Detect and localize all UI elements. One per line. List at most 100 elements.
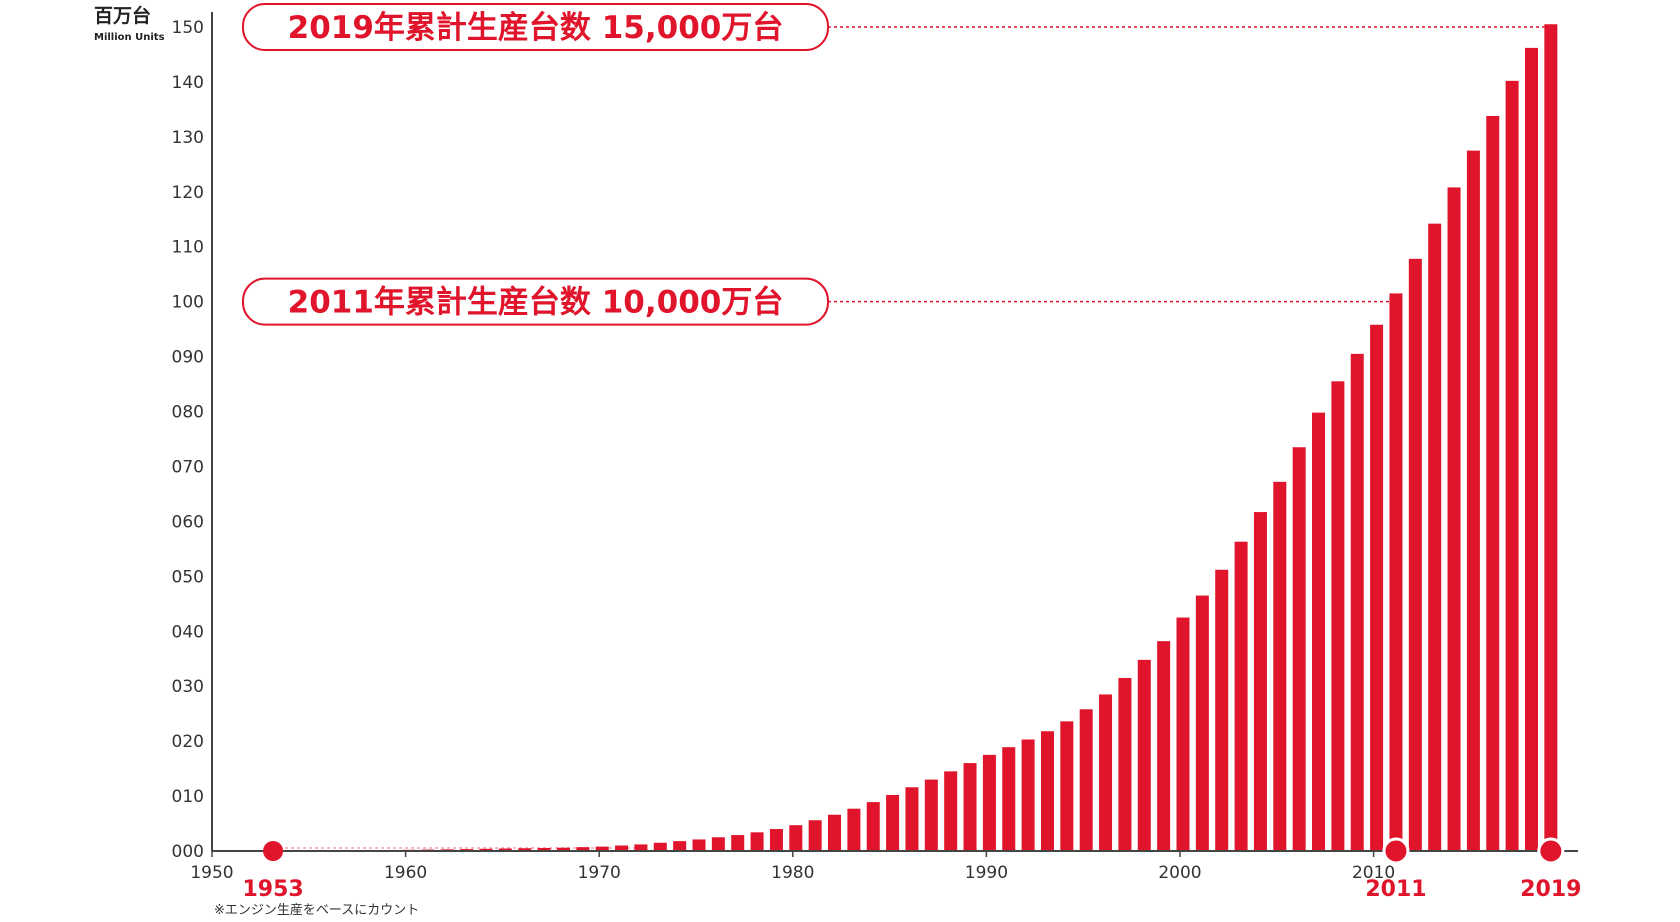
bar-1970	[595, 846, 609, 851]
bar-1967	[537, 847, 551, 851]
bar-1994	[1060, 721, 1074, 851]
y-tick-label: 090	[172, 348, 204, 368]
bar-1988	[944, 771, 958, 851]
y-tick-label: 150	[172, 18, 204, 38]
bar-1984	[866, 802, 880, 851]
bar-1989	[963, 763, 977, 851]
bar-2008	[1331, 381, 1345, 851]
y-tick-label: 100	[172, 293, 204, 313]
y-tick-label: 120	[172, 183, 204, 203]
bar-1966	[518, 848, 532, 851]
marker-dot-2019	[1537, 837, 1565, 865]
bar-1999	[1157, 641, 1171, 851]
bar-1977	[731, 835, 745, 851]
bar-1992	[1021, 739, 1035, 851]
bar-1997	[1118, 677, 1132, 851]
x-axis-ticks: 1950 1960 1970 1980 1990 2000 2010	[190, 851, 1395, 883]
y-tick-label: 060	[172, 512, 204, 532]
y-tick-label: 130	[172, 128, 204, 148]
x-tick-label: 1990	[965, 863, 1008, 883]
y-tick-label: 040	[172, 622, 204, 642]
callout-box-2011	[242, 277, 829, 326]
y-tick-label: 010	[172, 787, 204, 807]
bar-2001	[1195, 595, 1209, 851]
marker-dot-2011	[1382, 837, 1410, 865]
y-unit-label: 百万台	[94, 4, 151, 27]
bar-2000	[1176, 617, 1190, 851]
bar-2014	[1447, 187, 1461, 851]
bar-1991	[1002, 747, 1016, 851]
bar-2012	[1408, 258, 1422, 851]
bar-2010	[1370, 324, 1384, 852]
bar-2011	[1389, 293, 1403, 852]
y-tick-label: 030	[172, 677, 204, 697]
footnote: ※エンジン生産をベースにカウント	[214, 902, 419, 918]
bar-1973	[653, 842, 667, 851]
bar-1979	[769, 829, 783, 851]
bar-2004	[1253, 512, 1267, 851]
annotation-guides	[273, 26, 1545, 849]
bar-2016	[1486, 115, 1500, 851]
bar-1976	[711, 837, 725, 851]
bar-1983	[847, 808, 861, 851]
marker-label-2011: 2011	[1365, 877, 1426, 902]
bar-1985	[886, 794, 900, 851]
y-tick-label: 140	[172, 73, 204, 93]
x-tick-label: 1970	[578, 863, 621, 883]
callout-text-2019: 2019年累計生産台数 15,000万台	[288, 10, 784, 46]
bar-2003	[1234, 541, 1248, 851]
bar-1987	[924, 779, 938, 851]
marker-label-1953: 1953	[242, 877, 303, 902]
bar-1965	[498, 848, 512, 851]
x-tick-label: 1980	[771, 863, 814, 883]
x-tick-label: 1950	[190, 863, 233, 883]
y-unit-sublabel: Million Units	[94, 32, 165, 43]
bar-1969	[576, 847, 590, 851]
bar-2005	[1273, 481, 1287, 851]
bar-1996	[1099, 694, 1113, 851]
bar-1971	[615, 845, 629, 851]
callout-box-2019	[242, 3, 829, 51]
bar-2006	[1292, 447, 1306, 851]
bar-1981	[808, 820, 822, 851]
y-tick-label: 070	[172, 457, 204, 477]
bar-1998	[1137, 659, 1151, 851]
bar-2013	[1428, 223, 1442, 852]
bar-2015	[1466, 150, 1480, 852]
callouts: 2019年累計生産台数 15,000万台 2011年累計生産台数 10,000万台	[242, 3, 829, 326]
bar-1990	[982, 754, 996, 851]
bar-2009	[1350, 353, 1364, 851]
y-tick-label: 050	[172, 567, 204, 587]
bar-2018	[1524, 47, 1538, 851]
y-tick-label: 020	[172, 732, 204, 752]
bar-1978	[750, 832, 764, 851]
bar-1968	[556, 847, 570, 851]
y-tick-label: 110	[172, 238, 204, 258]
bar-1982	[828, 814, 842, 851]
bar-1964	[479, 848, 493, 851]
bar-1995	[1079, 709, 1093, 851]
x-tick-label: 2000	[1158, 863, 1201, 883]
x-tick-label: 1960	[384, 863, 427, 883]
marker-dot-1953	[263, 841, 284, 861]
bar-2019	[1544, 24, 1558, 851]
bar-1980	[789, 825, 803, 851]
highlight-markers: 1953 2011 2019	[242, 837, 1581, 902]
bar-1974	[673, 841, 687, 851]
bar-1993	[1040, 731, 1054, 851]
y-tick-label: 000	[172, 842, 204, 862]
x-tick-label: 2010	[1352, 863, 1395, 883]
bar-2002	[1215, 569, 1229, 851]
bar-2007	[1312, 412, 1326, 851]
callout-text-2011: 2011年累計生産台数 10,000万台	[288, 285, 784, 321]
bar-series	[266, 24, 1558, 852]
bar-2017	[1505, 80, 1519, 852]
y-axis-ticks: 000 010 020 030 040 050 060 070 080 090 100 110 120 1…	[172, 18, 204, 862]
y-tick-label: 080	[172, 403, 204, 423]
bar-1986	[905, 787, 919, 851]
marker-label-2019: 2019	[1520, 877, 1581, 902]
bar-1972	[634, 844, 648, 851]
bar-1975	[692, 839, 706, 851]
